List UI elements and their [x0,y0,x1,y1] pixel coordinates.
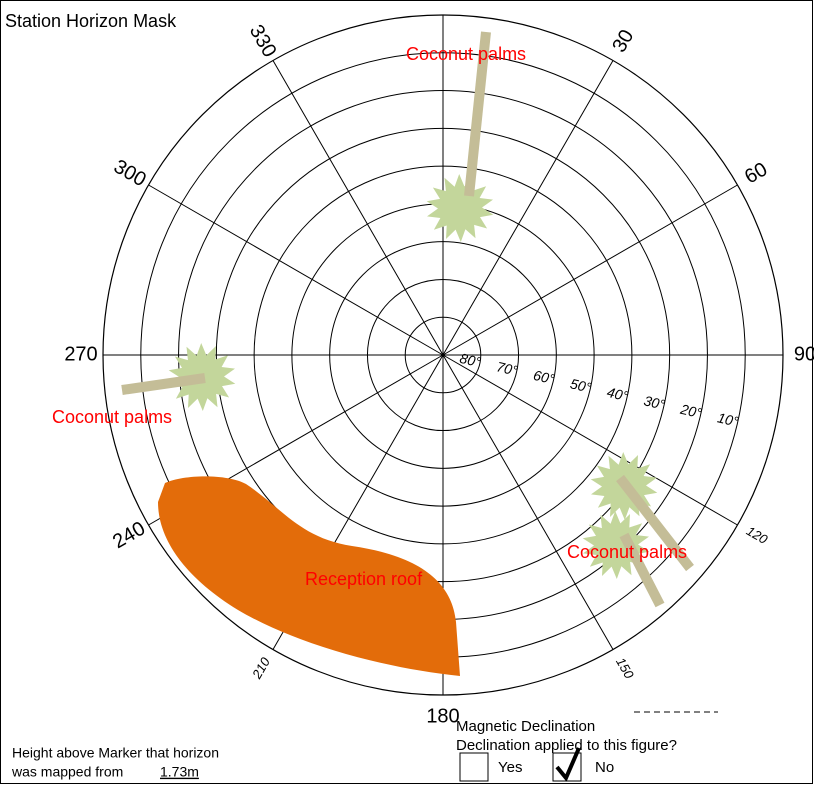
azimuth-label: 150 [613,655,637,682]
obstruction-label: Coconut palms [52,407,172,427]
checkbox[interactable] [460,753,488,781]
elevation-label: 50° [569,375,594,395]
option-label: Yes [498,759,522,776]
elevation-label: 70° [495,358,520,378]
footnote-height: 1.73m [160,764,199,780]
obstruction-label: Coconut palms [567,542,687,562]
elevation-label: 20° [678,401,704,422]
azimuth-label: 180 [426,705,459,727]
azimuth-label: 210 [249,654,274,682]
elevation-label: 10° [716,409,741,429]
azimuth-label: 60 [741,158,771,188]
title: Station Horizon Mask [5,11,177,31]
declination-question: Declination applied to this figure? [456,737,677,754]
footnote: was mapped from [11,764,123,780]
azimuth-label: 30 [608,26,638,56]
palm-crown [427,174,494,242]
elevation-label: 60° [532,367,557,387]
azimuth-label: 300 [110,156,150,192]
azimuth-label: 270 [64,343,97,365]
elevation-label: 30° [642,392,667,412]
declination-label: Magnetic Declination [456,718,595,735]
azimuth-label: 120 [744,523,771,547]
footnote: Height above Marker that horizon [12,745,219,761]
option-label: No [595,759,614,776]
azimuth-label: 330 [245,21,281,61]
azimuth-label: 0 [437,0,448,3]
obstruction-label: Reception roof [305,569,423,589]
obstruction-label: Coconut palms [406,44,526,64]
azimuth-label: 240 [109,518,149,554]
elevation-label: 40° [605,384,630,404]
elevation-label: 80° [458,350,483,370]
azimuth-label: 90 [794,343,814,365]
horizon-mask: 0 30 60 90 120 150 180 210 240 270 300 330 80° 70° 60°… [0,0,814,790]
